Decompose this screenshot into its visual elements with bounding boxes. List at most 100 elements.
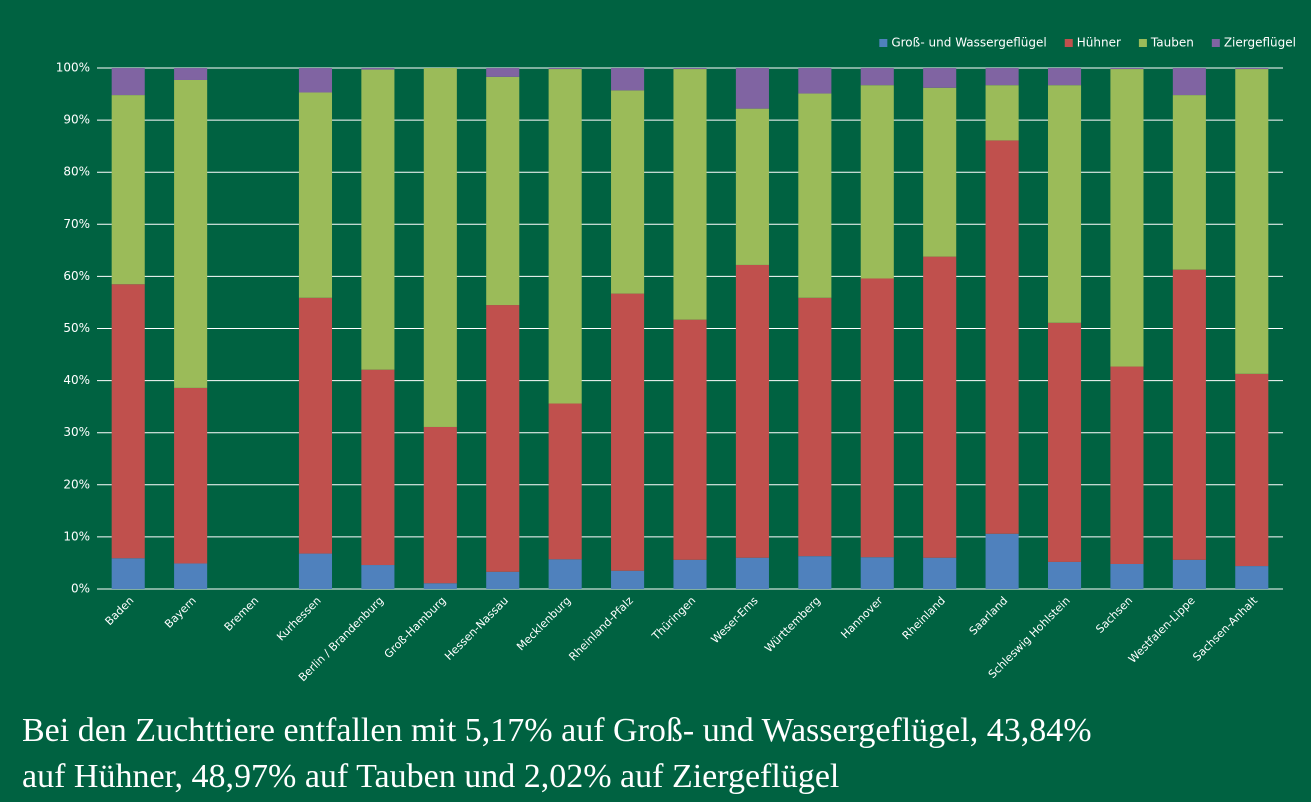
bar-segment <box>1172 559 1206 589</box>
x-tick-label: Hannover <box>838 594 885 641</box>
x-tick-label: Weser-Ems <box>709 594 761 646</box>
legend-label: Tauben <box>1150 36 1194 50</box>
y-tick-label: 50% <box>63 321 90 335</box>
bar-segment <box>111 284 145 559</box>
x-tick-label: Thüringen <box>649 594 698 643</box>
bar-segment <box>985 533 1019 589</box>
x-tick-label: Rheinland <box>900 594 948 642</box>
y-tick-label: 0% <box>71 582 90 596</box>
bar-segment <box>798 297 832 557</box>
legend-swatch <box>1064 39 1073 47</box>
bar-segment <box>735 68 769 109</box>
y-tick-label: 90% <box>63 113 90 127</box>
bar-segment <box>174 68 208 80</box>
x-tick-label: Rheinland-Pfalz <box>566 594 636 664</box>
x-tick-label: Baden <box>103 594 137 628</box>
bar-segment <box>923 557 957 589</box>
bar-segment <box>486 68 520 77</box>
bar-segment <box>361 369 395 566</box>
bar-segment <box>798 93 832 298</box>
x-tick-label: Saarland <box>967 594 1011 638</box>
x-tick-label: Kurhessen <box>274 594 323 643</box>
bar-segment <box>860 278 894 558</box>
bar-segment <box>673 68 707 70</box>
bar-segment <box>361 565 395 589</box>
bar-segment <box>548 559 582 589</box>
bar-segment <box>860 85 894 279</box>
bar-segment <box>1235 69 1269 374</box>
legend-label: Hühner <box>1077 36 1121 50</box>
bar-segment <box>1047 322 1082 562</box>
bar-segment <box>798 68 832 94</box>
bar-segment <box>923 256 957 558</box>
bar-segment <box>361 68 395 70</box>
bar-segment <box>548 69 582 404</box>
chart: 0% 10% 20% 30% 40% 50% 60% 70% 80% 90% 100% Baden Ba… <box>56 36 1296 685</box>
bar-segment <box>673 69 707 320</box>
bar-segment <box>1047 85 1082 323</box>
bar-segment <box>423 68 457 427</box>
y-tick-label: 60% <box>63 269 90 283</box>
bar-segment <box>1235 566 1269 589</box>
y-tick-label: 100% <box>56 61 90 75</box>
bar-segment <box>298 68 333 93</box>
bar-segment <box>111 95 145 285</box>
legend-swatch <box>879 39 888 47</box>
bar-segment <box>860 557 894 589</box>
bar-segment <box>611 68 645 91</box>
legend-swatch <box>1211 39 1220 47</box>
bar-segment <box>611 293 645 571</box>
y-tick-label: 20% <box>63 477 90 491</box>
legend-label: Groß- und Wassergeflügel <box>891 36 1046 50</box>
bar-segment <box>111 68 145 96</box>
caption: Bei den Zuchttiere entfallen mit 5,17% a… <box>22 712 1092 795</box>
bar-segment <box>735 108 769 265</box>
bar-segment <box>298 297 333 554</box>
legend-swatch <box>1138 39 1147 47</box>
bar-segment <box>673 559 707 589</box>
bar-segment <box>1172 68 1206 96</box>
bar-segment <box>1235 373 1269 567</box>
bar-segment <box>798 556 832 589</box>
bar-segment <box>1047 561 1082 589</box>
bar-segment <box>298 553 333 589</box>
bar-segment <box>174 79 208 388</box>
bar-segment <box>1047 68 1082 86</box>
x-tick-label: Sachsen-Anhalt <box>1190 594 1260 664</box>
bar-segment <box>1172 269 1206 560</box>
x-tick-label: Hessen-Nassau <box>442 594 511 663</box>
bar-segment <box>611 570 645 589</box>
x-tick-label: Mecklenburg <box>514 594 573 653</box>
bar-segment <box>673 319 707 560</box>
bar-segment <box>1172 95 1206 270</box>
bar-segment <box>548 403 582 560</box>
bar-segment <box>1235 68 1269 70</box>
x-tick-label: Westfalen-Lippe <box>1126 594 1198 666</box>
y-tick-label: 40% <box>63 373 90 387</box>
x-tick-label: Bremen <box>222 594 262 634</box>
bar-segment <box>486 76 520 306</box>
bar-segment <box>423 426 457 584</box>
bar-segment <box>486 571 520 589</box>
bar-segment <box>923 68 957 88</box>
y-tick-label: 80% <box>63 165 90 179</box>
bar-segment <box>611 90 645 294</box>
bar-segment <box>174 563 208 589</box>
bar-segment <box>423 583 457 589</box>
bar-segment <box>111 558 145 589</box>
x-tick-label: Sachsen <box>1093 594 1135 636</box>
bar-segment <box>174 387 208 564</box>
bar-segment <box>735 557 769 589</box>
y-tick-label: 70% <box>63 217 90 231</box>
bar-segment <box>548 68 582 70</box>
y-tick-label: 30% <box>63 425 90 439</box>
bar-segment <box>1110 69 1144 367</box>
bar-segment <box>985 68 1019 86</box>
y-tick-label: 10% <box>63 529 90 543</box>
bar-segment <box>985 85 1019 141</box>
bar-segment <box>1110 563 1144 589</box>
bar-segment <box>735 264 769 558</box>
bar-segment <box>1110 68 1144 70</box>
bar-segment <box>361 69 395 370</box>
bar-segment <box>923 87 957 257</box>
